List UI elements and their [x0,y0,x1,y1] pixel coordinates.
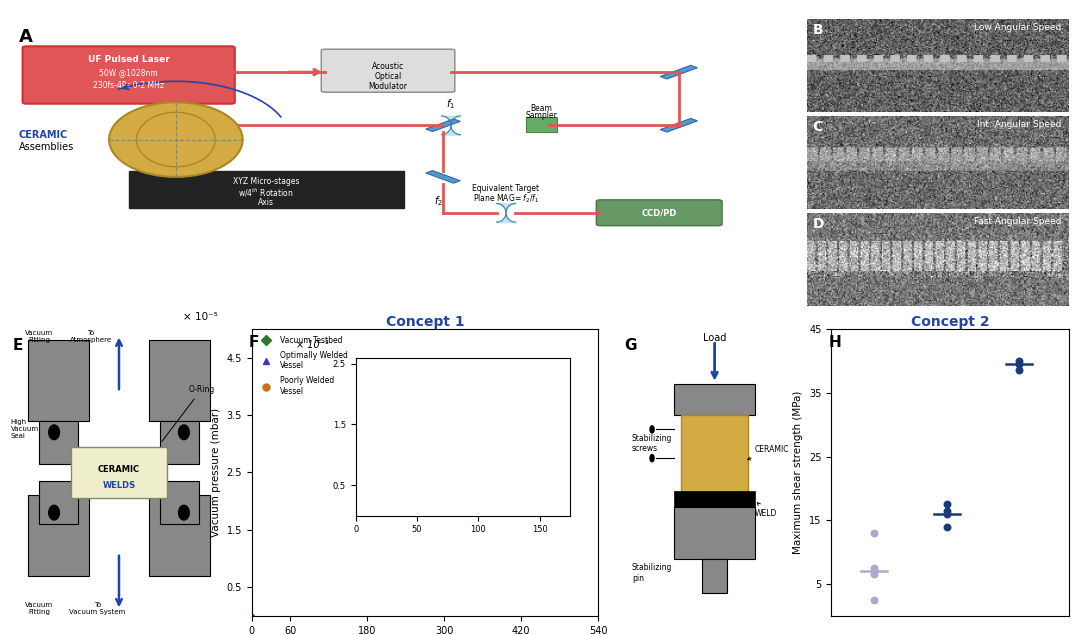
Text: 50W @1028nm: 50W @1028nm [99,68,158,77]
Point [866,563,883,573]
Text: To
Atmosphere: To Atmosphere [70,330,112,344]
Circle shape [48,424,60,440]
Text: Sampler: Sampler [525,110,557,119]
Bar [129,171,404,208]
Point [937,521,955,531]
Circle shape [48,505,60,521]
Bar [702,559,728,593]
Text: High
Vacuum
Seal: High Vacuum Seal [11,420,39,439]
Text: Load: Load [703,333,726,344]
Point [937,509,955,519]
Text: w/4$^{th}$ Rotation: w/4$^{th}$ Rotation [239,187,294,199]
Text: B: B [812,23,823,37]
Text: E: E [13,338,24,352]
Point [937,499,955,509]
Bar [681,415,747,507]
Bar [39,481,78,524]
Y-axis label: Maximum shear strength (MPa): Maximum shear strength (MPa) [794,391,804,554]
Text: To
Vacuum System: To Vacuum System [69,601,125,615]
Circle shape [649,454,654,462]
Text: UF Pulsed Laser: UF Pulsed Laser [87,55,170,64]
Text: G: G [624,338,637,352]
Text: 230fs-4Ps 0-2 MHz: 230fs-4Ps 0-2 MHz [93,81,164,90]
Polygon shape [660,119,698,132]
Text: Vacuum
Fitting: Vacuum Fitting [25,601,53,615]
Text: Int. Angular Speed: Int. Angular Speed [977,120,1062,129]
Bar [160,421,199,464]
Text: Beam: Beam [530,104,552,112]
Text: Fast Angular Speed: Fast Angular Speed [974,217,1062,226]
Point [1010,356,1027,366]
Text: Stabilizing
screws: Stabilizing screws [632,434,672,453]
Bar [674,491,755,507]
Bar [28,495,89,576]
FancyBboxPatch shape [596,200,723,225]
Text: Axis: Axis [258,198,274,207]
Text: Assemblies: Assemblies [18,142,73,152]
Bar [71,446,166,498]
Polygon shape [426,171,460,183]
Circle shape [178,505,190,521]
Text: $f_1$: $f_1$ [446,97,456,110]
Polygon shape [426,119,460,131]
Text: CERAMIC: CERAMIC [18,130,68,140]
Text: Modulator: Modulator [368,82,407,91]
Text: Acoustic: Acoustic [372,62,404,71]
Bar [39,421,78,464]
Point [866,528,883,538]
Text: Optical: Optical [375,72,402,81]
Text: WELDS: WELDS [103,481,136,490]
Point [1010,365,1027,375]
Bar [149,340,210,421]
Text: Low Angular Speed: Low Angular Speed [974,23,1062,32]
Bar [149,495,210,576]
Text: Vacuum
Fitting: Vacuum Fitting [25,330,53,344]
Text: Stabilizing
pin: Stabilizing pin [632,563,672,582]
Y-axis label: Vacuum pressure (mbar): Vacuum pressure (mbar) [211,408,221,537]
Text: CERAMIC: CERAMIC [747,445,789,460]
Text: Equivalent Target: Equivalent Target [472,184,540,193]
Text: WELD: WELD [755,502,778,518]
FancyBboxPatch shape [321,49,455,92]
Circle shape [178,424,190,440]
Bar [28,340,89,421]
Text: CCD/PD: CCD/PD [642,208,677,217]
Point [1010,359,1027,369]
Bar [674,507,755,559]
Text: CERAMIC: CERAMIC [98,465,140,474]
Point [866,570,883,580]
Point [937,505,955,516]
Text: O-Ring: O-Ring [162,385,215,441]
Text: H: H [828,335,841,350]
Text: C: C [812,120,823,134]
Text: D: D [812,217,824,231]
Polygon shape [526,117,557,133]
Text: A: A [18,28,32,46]
Legend: Vacuum Testbed, Optimally Welded
Vessel, Poorly Welded
Vessel: Vacuum Testbed, Optimally Welded Vessel,… [256,333,351,399]
Title: Concept 1: Concept 1 [386,315,464,329]
Title: Concept 2: Concept 2 [910,315,989,329]
Bar [674,384,755,415]
Text: $f_2$: $f_2$ [434,194,443,208]
Polygon shape [660,65,698,79]
Ellipse shape [109,102,243,177]
FancyBboxPatch shape [23,46,234,104]
Circle shape [649,425,654,434]
Text: Plane MAG= $f_2/f_1$: Plane MAG= $f_2/f_1$ [473,192,539,204]
Text: F: F [248,335,259,350]
Bar [160,481,199,524]
Text: XYZ Micro-stages: XYZ Micro-stages [233,177,299,185]
Point [866,595,883,605]
Text: × 10⁻⁵: × 10⁻⁵ [183,312,217,323]
